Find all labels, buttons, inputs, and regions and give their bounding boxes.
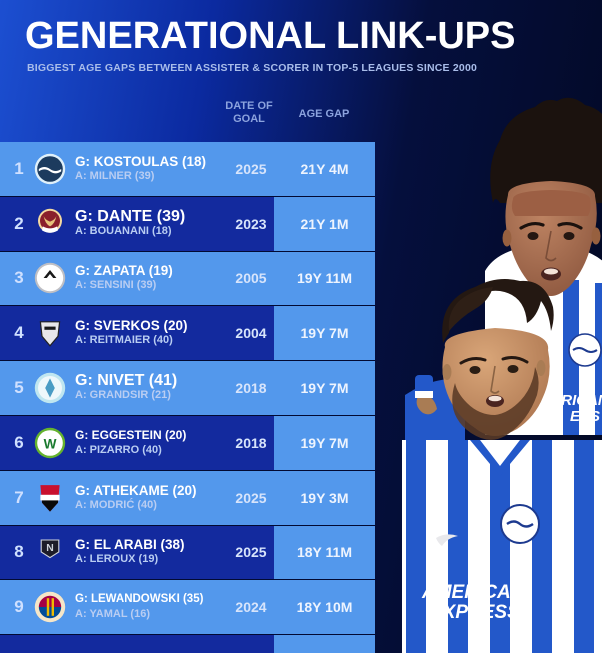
svg-text:EXPRESS: EXPRESS bbox=[430, 602, 520, 623]
svg-text:AMERICAN: AMERICAN bbox=[421, 582, 526, 603]
svg-text:W: W bbox=[44, 436, 57, 451]
svg-text:N: N bbox=[46, 544, 54, 555]
svg-text:RICAN: RICAN bbox=[561, 392, 602, 409]
svg-text:ESS: ESS bbox=[570, 408, 600, 425]
